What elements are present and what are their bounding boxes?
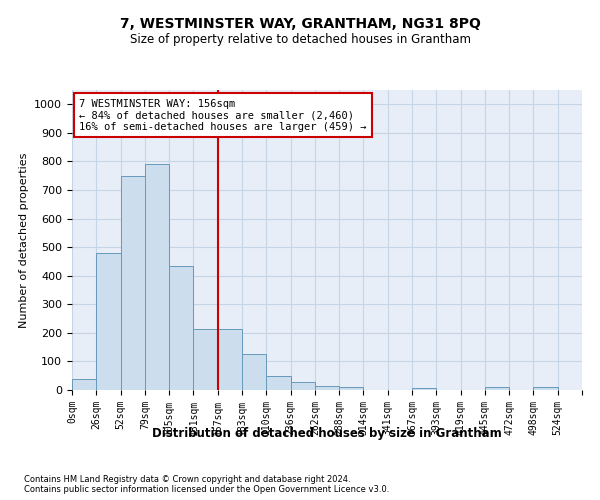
- Bar: [145, 164, 169, 390]
- Bar: [96, 253, 121, 390]
- Bar: [412, 388, 436, 390]
- Bar: [121, 176, 145, 390]
- Bar: [315, 386, 339, 390]
- Text: Size of property relative to detached houses in Grantham: Size of property relative to detached ho…: [130, 32, 470, 46]
- Bar: [218, 328, 242, 390]
- Bar: [193, 328, 218, 390]
- Bar: [290, 382, 315, 390]
- Bar: [485, 387, 509, 390]
- Text: Distribution of detached houses by size in Grantham: Distribution of detached houses by size …: [152, 428, 502, 440]
- Text: 7 WESTMINSTER WAY: 156sqm
← 84% of detached houses are smaller (2,460)
16% of se: 7 WESTMINSTER WAY: 156sqm ← 84% of detac…: [79, 98, 367, 132]
- Bar: [242, 354, 266, 390]
- Bar: [266, 376, 290, 390]
- Bar: [72, 378, 96, 390]
- Y-axis label: Number of detached properties: Number of detached properties: [19, 152, 29, 328]
- Bar: [533, 387, 558, 390]
- Text: 7, WESTMINSTER WAY, GRANTHAM, NG31 8PQ: 7, WESTMINSTER WAY, GRANTHAM, NG31 8PQ: [119, 18, 481, 32]
- Text: Contains public sector information licensed under the Open Government Licence v3: Contains public sector information licen…: [24, 485, 389, 494]
- Bar: [169, 266, 193, 390]
- Bar: [339, 387, 364, 390]
- Text: Contains HM Land Registry data © Crown copyright and database right 2024.: Contains HM Land Registry data © Crown c…: [24, 475, 350, 484]
